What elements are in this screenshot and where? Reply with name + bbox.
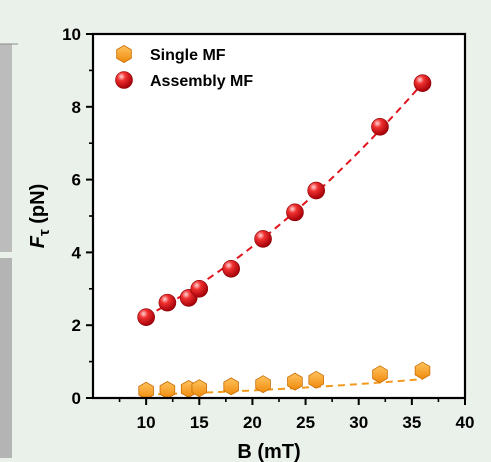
data-point-assembly-mf [413, 74, 432, 92]
y-tick-label: 10 [62, 25, 81, 44]
data-point-assembly-mf [307, 181, 326, 200]
x-tick-label: 20 [243, 413, 262, 432]
y-axis-title-symbol: F [27, 235, 49, 248]
legend-label-assembly-mf: Assembly MF [150, 73, 253, 90]
data-point-single-mf [138, 381, 154, 400]
y-tick-label: 4 [72, 243, 82, 262]
data-point-assembly-mf [137, 308, 155, 326]
data-point-single-mf [223, 377, 239, 396]
data-point-single-mf [414, 361, 431, 380]
y-tick-label: 6 [72, 171, 81, 190]
y-axis-title: Fτ (pN) [27, 184, 53, 248]
data-point-assembly-mf [371, 118, 389, 136]
data-point-single-mf [287, 372, 303, 391]
y-axis-title-subscript: τ [36, 229, 53, 236]
fit-line-single-mf [146, 378, 423, 396]
data-point-assembly-mf [222, 259, 240, 278]
data-point-assembly-mf [286, 203, 304, 222]
legend-label-single-mf: Single MF [150, 47, 226, 64]
data-point-single-mf [159, 381, 176, 399]
y-tick-label: 2 [72, 316, 81, 335]
legend-marker-assembly-mf [115, 71, 133, 89]
x-axis-title: B (mT) [237, 441, 300, 462]
data-point-single-mf [372, 365, 388, 384]
plot-area [93, 34, 465, 398]
x-tick-label: 25 [296, 413, 315, 432]
data-point-assembly-mf [190, 279, 209, 298]
y-axis-title-unit: (pN) [27, 184, 49, 230]
data-point-single-mf [191, 379, 208, 398]
data-point-assembly-mf [158, 293, 177, 312]
data-point-single-mf [255, 375, 271, 394]
x-tick-label: 40 [456, 413, 475, 432]
x-tick-label: 30 [349, 413, 368, 432]
data-point-single-mf [308, 370, 324, 389]
x-tick-label: 10 [137, 413, 156, 432]
x-tick-label: 35 [402, 413, 421, 432]
y-tick-label: 8 [72, 98, 81, 117]
adjacent-panel-edge [0, 0, 18, 462]
y-tick-label: 0 [72, 389, 81, 408]
x-tick-label: 15 [190, 413, 209, 432]
legend-marker-single-mf [116, 45, 132, 63]
data-point-assembly-mf [254, 230, 272, 248]
